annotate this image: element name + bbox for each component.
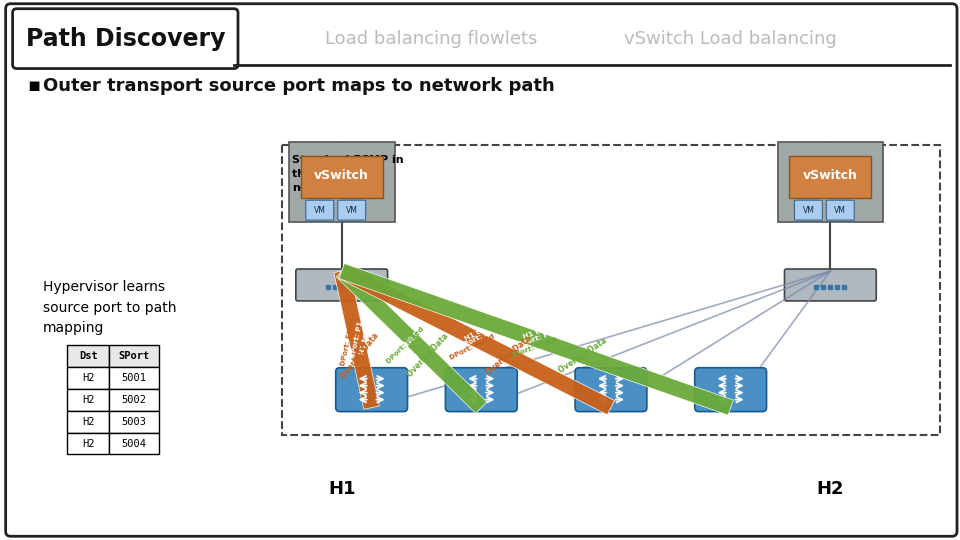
FancyBboxPatch shape: [445, 368, 517, 411]
Text: SPort: P2: SPort: P2: [396, 324, 427, 354]
Text: SPort: P1: SPort: P1: [349, 321, 364, 358]
FancyBboxPatch shape: [300, 156, 383, 198]
FancyBboxPatch shape: [795, 200, 823, 220]
Text: DPort: Fixed: DPort: Fixed: [509, 336, 558, 359]
Text: DPort: Fixed: DPort: Fixed: [340, 316, 356, 366]
Bar: [67, 389, 109, 410]
Bar: [67, 345, 109, 367]
Text: ▪: ▪: [28, 76, 41, 95]
Polygon shape: [338, 264, 614, 415]
FancyBboxPatch shape: [789, 156, 872, 198]
FancyBboxPatch shape: [784, 269, 876, 301]
Text: H2: H2: [83, 373, 95, 383]
Polygon shape: [336, 265, 487, 413]
Bar: [109, 345, 159, 367]
Text: Standard ECMP in
the physical
network: Standard ECMP in the physical network: [292, 156, 403, 193]
Bar: [67, 410, 109, 433]
Text: H2: H2: [83, 395, 95, 404]
FancyBboxPatch shape: [306, 200, 334, 220]
Text: VM: VM: [834, 206, 847, 215]
Text: vSwitch Load balancing: vSwitch Load balancing: [624, 30, 837, 48]
Text: H1 to H2: H1 to H2: [403, 319, 432, 347]
Bar: [67, 433, 109, 455]
Bar: [109, 433, 159, 455]
FancyBboxPatch shape: [296, 269, 388, 301]
Text: vSwitch: vSwitch: [803, 169, 858, 182]
Text: Hypervisor learns
source port to path
mapping: Hypervisor learns source port to path ma…: [42, 280, 176, 335]
Text: Overlay Data: Overlay Data: [406, 332, 451, 379]
Text: H2: H2: [83, 416, 95, 427]
Text: H1 to H2: H1 to H2: [464, 321, 497, 342]
Text: Dst: Dst: [79, 351, 98, 361]
Bar: [109, 367, 159, 389]
FancyBboxPatch shape: [827, 200, 854, 220]
Text: H1: H1: [328, 481, 355, 498]
Text: 5003: 5003: [122, 416, 147, 427]
Text: VM: VM: [803, 206, 814, 215]
Text: SPort: SPort: [119, 351, 150, 361]
FancyBboxPatch shape: [778, 143, 883, 222]
Text: vSwitch: vSwitch: [314, 169, 370, 182]
Text: Overlay Data: Overlay Data: [340, 331, 381, 381]
Text: DPort: Fixed: DPort: Fixed: [449, 333, 495, 361]
FancyBboxPatch shape: [575, 368, 647, 411]
Bar: [109, 389, 159, 410]
FancyBboxPatch shape: [289, 143, 395, 222]
Text: Path Discovery: Path Discovery: [26, 26, 225, 51]
FancyBboxPatch shape: [12, 9, 238, 69]
Bar: [282, 145, 940, 435]
Text: 5004: 5004: [122, 438, 147, 449]
Text: VM: VM: [314, 206, 325, 215]
Polygon shape: [334, 269, 379, 409]
Text: SPort: P4: SPort: P4: [517, 330, 555, 348]
FancyBboxPatch shape: [336, 368, 408, 411]
Text: Load balancing flowlets: Load balancing flowlets: [325, 30, 538, 48]
Text: Overlay Data: Overlay Data: [484, 334, 533, 377]
Polygon shape: [339, 264, 733, 415]
Text: 5001: 5001: [122, 373, 147, 383]
FancyBboxPatch shape: [695, 368, 766, 411]
Bar: [109, 410, 159, 433]
Text: H1 to H2: H1 to H2: [359, 320, 372, 355]
Text: H1 to H2: H1 to H2: [522, 322, 556, 340]
Text: SPort: P3: SPort: P3: [459, 328, 494, 350]
Text: DPort: Fixed: DPort: Fixed: [386, 326, 425, 365]
FancyBboxPatch shape: [338, 200, 366, 220]
Bar: [67, 367, 109, 389]
Text: VM: VM: [346, 206, 358, 215]
Text: H2: H2: [83, 438, 95, 449]
Text: Outer transport source port maps to network path: Outer transport source port maps to netw…: [42, 77, 554, 94]
FancyBboxPatch shape: [6, 4, 957, 536]
Text: 5002: 5002: [122, 395, 147, 404]
Text: Overlay Data: Overlay Data: [557, 336, 609, 375]
Text: H2: H2: [817, 481, 844, 498]
